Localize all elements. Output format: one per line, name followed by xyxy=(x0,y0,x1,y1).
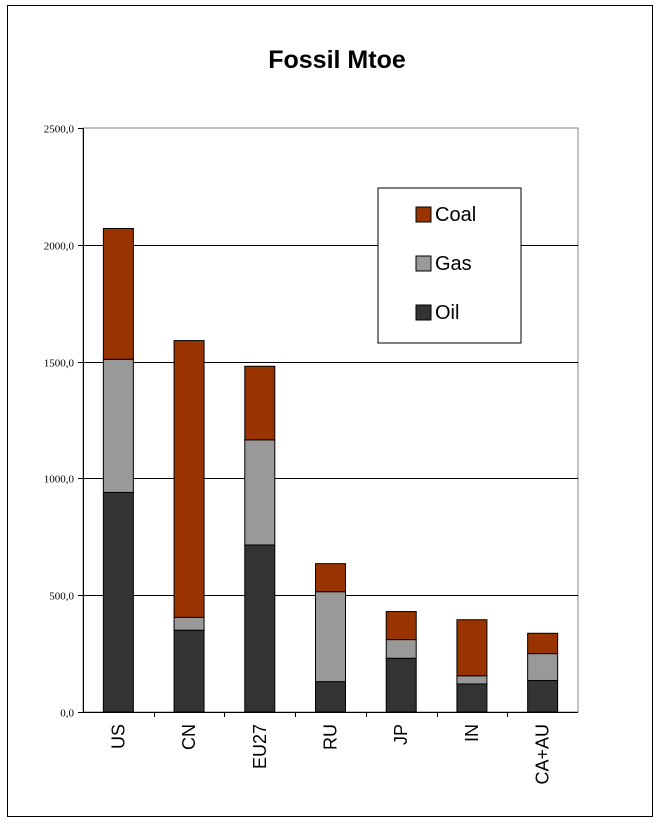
x-tick-label: RU xyxy=(321,724,341,750)
bar-gas-jp xyxy=(385,639,417,659)
x-tick-label: IN xyxy=(462,724,482,742)
chart-title: Fossil Mtoe xyxy=(268,46,406,74)
legend-label-gas: Gas xyxy=(435,253,472,275)
legend-box xyxy=(377,187,522,344)
bar-coal-jp xyxy=(385,611,417,641)
y-tick-label: 2000,0 xyxy=(44,241,75,253)
bar-oil-ru xyxy=(315,681,346,713)
x-tick-label: CA+AU xyxy=(533,724,553,785)
bar-gas-us xyxy=(102,358,134,493)
y-tick-label: 0,0 xyxy=(60,708,74,720)
x-tick-label: JP xyxy=(391,724,411,745)
bar-coal-cn xyxy=(173,340,205,618)
legend-label-coal: Coal xyxy=(435,204,476,226)
bar-oil-in xyxy=(456,683,488,713)
bar-coal-ru xyxy=(315,563,346,593)
bar-oil-cn xyxy=(173,629,205,713)
bar-gas-ru xyxy=(315,591,346,683)
x-tick-label: CN xyxy=(179,724,199,750)
bar-oil-eu27 xyxy=(244,544,276,713)
bar-gas-cn xyxy=(173,616,205,631)
legend: Coal Gas Oil xyxy=(377,187,522,344)
bar-coal-eu27 xyxy=(244,365,276,441)
x-tick-label: US xyxy=(108,724,128,749)
legend-swatch-coal xyxy=(415,206,432,223)
x-tick-label: EU27 xyxy=(250,724,270,769)
y-tick-label: 1500,0 xyxy=(44,358,75,370)
bar-gas-caau xyxy=(527,653,559,681)
y-tick-label: 2500,0 xyxy=(44,124,75,136)
bar-coal-us xyxy=(102,227,134,360)
bar-gas-in xyxy=(456,675,488,685)
bar-oil-jp xyxy=(385,657,417,713)
legend-swatch-oil xyxy=(415,304,432,321)
bar-coal-caau xyxy=(527,632,559,655)
legend-label-oil: Oil xyxy=(435,302,459,324)
y-tick-label: 1000,0 xyxy=(44,474,75,486)
legend-swatch-gas xyxy=(415,255,432,272)
bar-oil-caau xyxy=(527,679,559,713)
y-tick-label: 500,0 xyxy=(49,591,74,603)
bar-oil-us xyxy=(102,491,134,713)
bar-coal-in xyxy=(456,619,488,677)
bar-gas-eu27 xyxy=(244,439,276,546)
